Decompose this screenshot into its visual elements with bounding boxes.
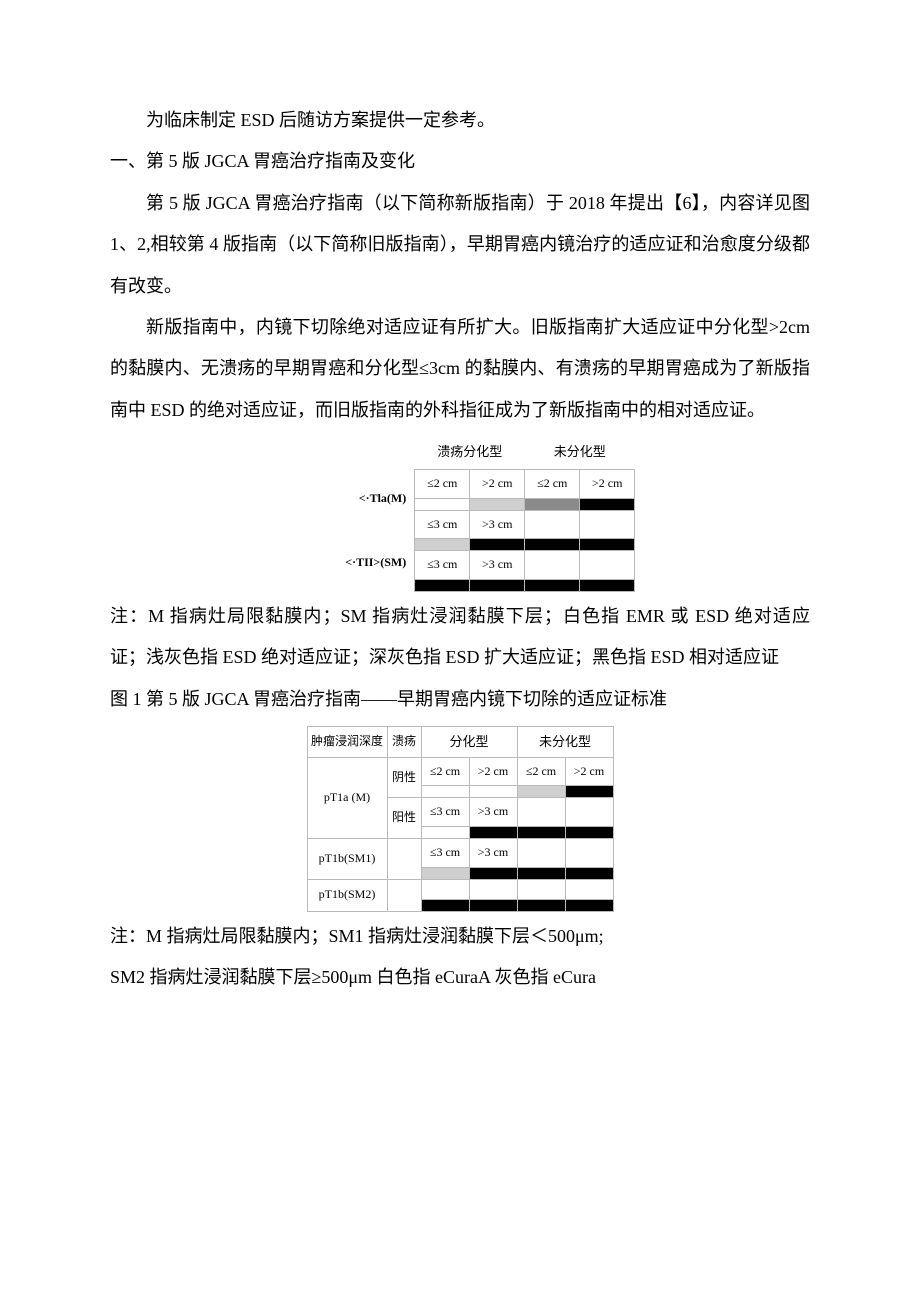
fig1-bar-r3-4 — [580, 579, 635, 591]
fig2-col-r1-1: ≤2 cm — [421, 757, 469, 786]
fig2-bar-r4-1 — [421, 899, 469, 911]
fig2-bar-r1-1 — [421, 786, 469, 798]
fig2-bar-r4-2 — [469, 899, 517, 911]
fig2-bar-r1-4 — [565, 786, 613, 798]
figure-1-note: 注：M 指病灶局限黏膜内；SM 指病灶浸润黏膜下层；白色指 EMR 或 ESD … — [110, 596, 810, 679]
fig1-bar-r3-3 — [525, 579, 580, 591]
figure-2-table: 肿瘤浸润深度 溃疡 分化型 未分化型 pT1a (M) 阴性 ≤2 cm >2 … — [307, 726, 614, 912]
fig2-bar-r2-3 — [517, 827, 565, 839]
fig2-rowlabel-sm1: pT1b(SM1) — [307, 839, 387, 880]
figure-1-caption: 图 1 第 5 版 JGCA 胃癌治疗指南——早期胃癌内镜下切除的适应证标准 — [110, 679, 810, 720]
fig1-col-r3-1: ≤3 cm — [415, 551, 470, 580]
fig1-bar-r2-4 — [580, 539, 635, 551]
fig2-rowlabel-sm2: pT1b(SM2) — [307, 879, 387, 911]
fig2-bar-r3-2 — [469, 867, 517, 879]
fig1-rowlabel-t1a: <·Tla(M) — [285, 485, 407, 513]
fig1-col-r1-3: ≤2 cm — [525, 470, 580, 499]
paragraph-lead: 为临床制定 ESD 后随访方案提供一定参考。 — [110, 100, 810, 141]
fig2-col-r2-1: ≤3 cm — [421, 798, 469, 827]
fig2-bar-r2-1 — [421, 827, 469, 839]
fig2-col-r1-3: ≤2 cm — [517, 757, 565, 786]
figure-1: <·Tla(M) <·TII>(SM) 溃疡分化型 未分化型 ≤2 cm >2 c… — [110, 437, 810, 592]
fig2-bar-r3-4 — [565, 867, 613, 879]
figure-2-note-line-1: 注：M 指病灶局限黏膜内；SM1 指病灶浸润黏膜下层＜500μm; — [110, 916, 810, 957]
fig1-bar-r1-4 — [580, 498, 635, 510]
fig1-bar-r2-2 — [470, 539, 525, 551]
fig2-bar-r4-3 — [517, 899, 565, 911]
fig2-bar-r3-3 — [517, 867, 565, 879]
fig2-bar-r2-2 — [469, 827, 517, 839]
fig1-bar-r1-1 — [415, 498, 470, 510]
fig2-bar-r1-3 — [517, 786, 565, 798]
fig1-rowlabel-t2-sm: <·TII>(SM) — [285, 549, 407, 577]
fig2-header-undiff: 未分化型 — [517, 726, 613, 757]
fig1-bar-r3-2 — [470, 579, 525, 591]
fig2-bar-r3-1 — [421, 867, 469, 879]
fig2-rowlabel-pos: 阳性 — [387, 798, 421, 839]
fig1-header-diff: 溃疡分化型 — [415, 437, 525, 469]
fig2-header-ulcer: 溃疡 — [387, 726, 421, 757]
fig1-col-r3-2: >3 cm — [470, 551, 525, 580]
figure-1-table: <·Tla(M) <·TII>(SM) 溃疡分化型 未分化型 ≤2 cm >2 c… — [285, 437, 636, 592]
fig1-col-r1-2: >2 cm — [470, 470, 525, 499]
fig2-col-r1-2: >2 cm — [469, 757, 517, 786]
fig1-col-r2-2: >3 cm — [470, 510, 525, 539]
fig2-col-r3-1: ≤3 cm — [421, 839, 469, 868]
fig2-col-r1-4: >2 cm — [565, 757, 613, 786]
fig2-rowlabel-neg: 阴性 — [387, 757, 421, 798]
fig2-bar-r1-2 — [469, 786, 517, 798]
fig2-col-r2-2: >3 cm — [469, 798, 517, 827]
fig1-bar-r2-3 — [525, 539, 580, 551]
fig2-header-depth: 肿瘤浸润深度 — [307, 726, 387, 757]
fig1-col-r2-1: ≤3 cm — [415, 510, 470, 539]
fig1-header-undiff: 未分化型 — [525, 437, 635, 469]
fig2-rowlabel-pt1a: pT1a (M) — [307, 757, 387, 838]
paragraph-2: 新版指南中，内镜下切除绝对适应证有所扩大。旧版指南扩大适应证中分化型>2cm 的… — [110, 307, 810, 431]
fig1-bar-r3-1 — [415, 579, 470, 591]
heading-section-1: 一、第 5 版 JGCA 胃癌治疗指南及变化 — [110, 141, 810, 182]
fig2-bar-r2-4 — [565, 827, 613, 839]
fig2-bar-r4-4 — [565, 899, 613, 911]
paragraph-1: 第 5 版 JGCA 胃癌治疗指南（以下简称新版指南）于 2018 年提出【6】… — [110, 183, 810, 307]
fig1-col-r1-1: ≤2 cm — [415, 470, 470, 499]
fig2-header-diff: 分化型 — [421, 726, 517, 757]
fig2-col-r3-2: >3 cm — [469, 839, 517, 868]
figure-2-note-line-2: SM2 指病灶浸润黏膜下层≥500μm 白色指 eCuraA 灰色指 eCura — [110, 957, 810, 998]
fig1-col-r1-4: >2 cm — [580, 470, 635, 499]
fig1-bar-r2-1 — [415, 539, 470, 551]
figure-2: 肿瘤浸润深度 溃疡 分化型 未分化型 pT1a (M) 阴性 ≤2 cm >2 … — [110, 726, 810, 912]
fig1-bar-r1-3 — [525, 498, 580, 510]
fig1-bar-r1-2 — [470, 498, 525, 510]
